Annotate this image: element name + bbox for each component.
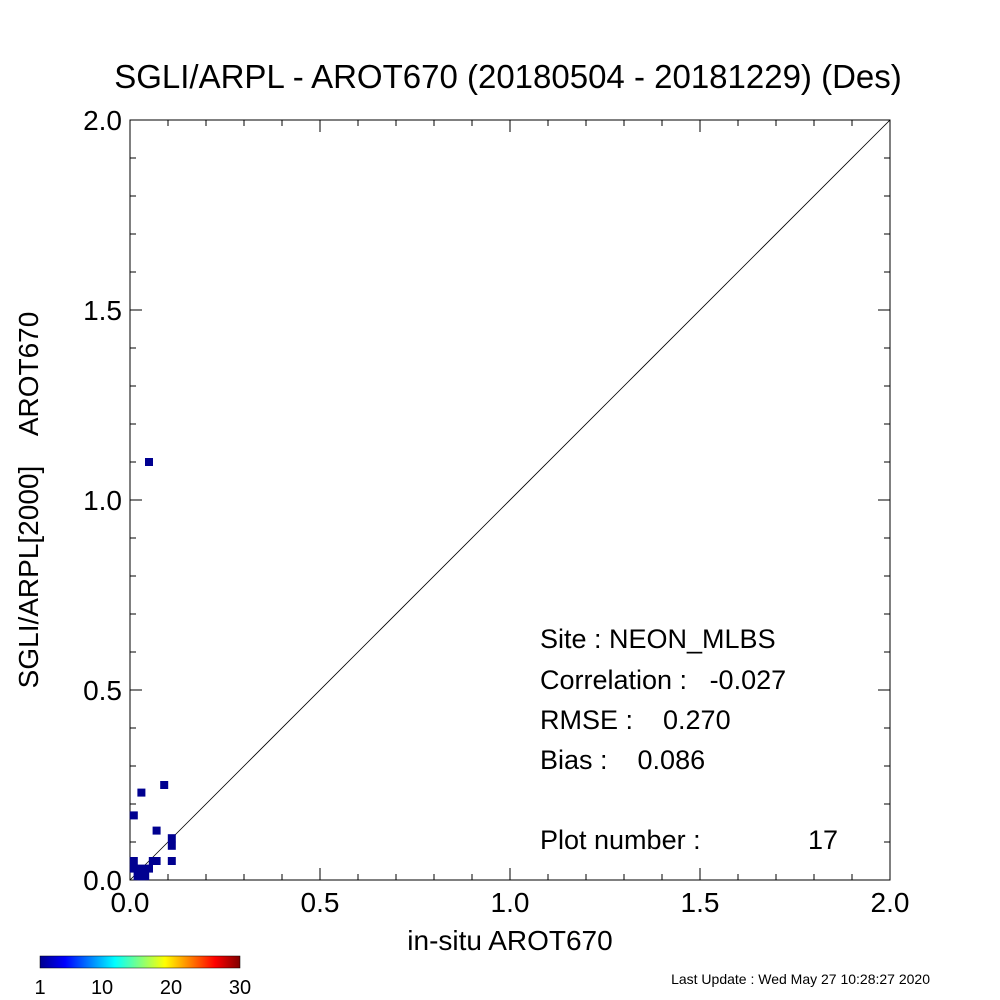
data-point	[129, 857, 138, 865]
data-point	[137, 788, 146, 797]
x-tick-label: 0.0	[111, 887, 150, 918]
y-axis-label: SGLI/ARPL[2000] AROT670	[13, 312, 44, 689]
x-tick-label: 2.0	[871, 887, 910, 918]
data-point	[152, 857, 161, 865]
data-point	[152, 826, 161, 835]
stat-plot-number-value: 17	[808, 825, 838, 855]
stat-site: Site : NEON_MLBS	[540, 624, 776, 654]
stat-correlation: Correlation : -0.027	[540, 665, 786, 695]
data-point	[145, 458, 153, 466]
x-tick-label: 1.5	[681, 887, 720, 918]
data-point	[167, 857, 176, 865]
data-point	[129, 864, 138, 873]
data-point	[137, 864, 146, 873]
colorbar-labels: 1 10 20 30	[34, 977, 251, 999]
one-to-one-line	[129, 119, 891, 881]
data-point	[167, 841, 176, 850]
y-tick-label: 1.0	[83, 485, 122, 516]
x-tick-labels: 0.0 0.5 1.0 1.5 2.0	[111, 887, 910, 918]
x-tick-label: 1.0	[491, 887, 530, 918]
colorbar-tick-label: 10	[91, 977, 113, 999]
data-point	[141, 872, 150, 881]
colorbar-tick-label: 30	[229, 977, 251, 999]
stat-rmse: RMSE : 0.270	[540, 705, 731, 735]
data-point	[160, 781, 169, 789]
y-tick-labels: 0.0 0.5 1.0 1.5 2.0	[83, 105, 122, 896]
colorbar	[39, 955, 241, 969]
y-tick-label: 1.5	[83, 295, 122, 326]
y-tick-label: 2.0	[83, 105, 122, 136]
data-point	[167, 834, 176, 843]
data-point	[129, 811, 138, 820]
last-update: Last Update : Wed May 27 10:28:27 2020	[671, 971, 930, 987]
colorbar-tick-label: 1	[34, 977, 45, 999]
y-tick-label: 0.5	[83, 675, 122, 706]
stat-bias: Bias : 0.086	[540, 745, 705, 775]
stat-plot-number-label: Plot number :	[540, 825, 701, 855]
x-tick-label: 0.5	[301, 887, 340, 918]
data-point	[145, 864, 153, 873]
x-axis-label: in-situ AROT670	[407, 925, 612, 956]
data-points	[129, 458, 176, 881]
stats-box: Site : NEON_MLBS Correlation : -0.027 RM…	[540, 624, 838, 855]
axis-ticks	[129, 119, 891, 881]
colorbar-tick-label: 20	[160, 977, 182, 999]
y-tick-label: 0.0	[83, 865, 122, 896]
chart-title: SGLI/ARPL - AROT670 (20180504 - 20181229…	[114, 58, 902, 95]
